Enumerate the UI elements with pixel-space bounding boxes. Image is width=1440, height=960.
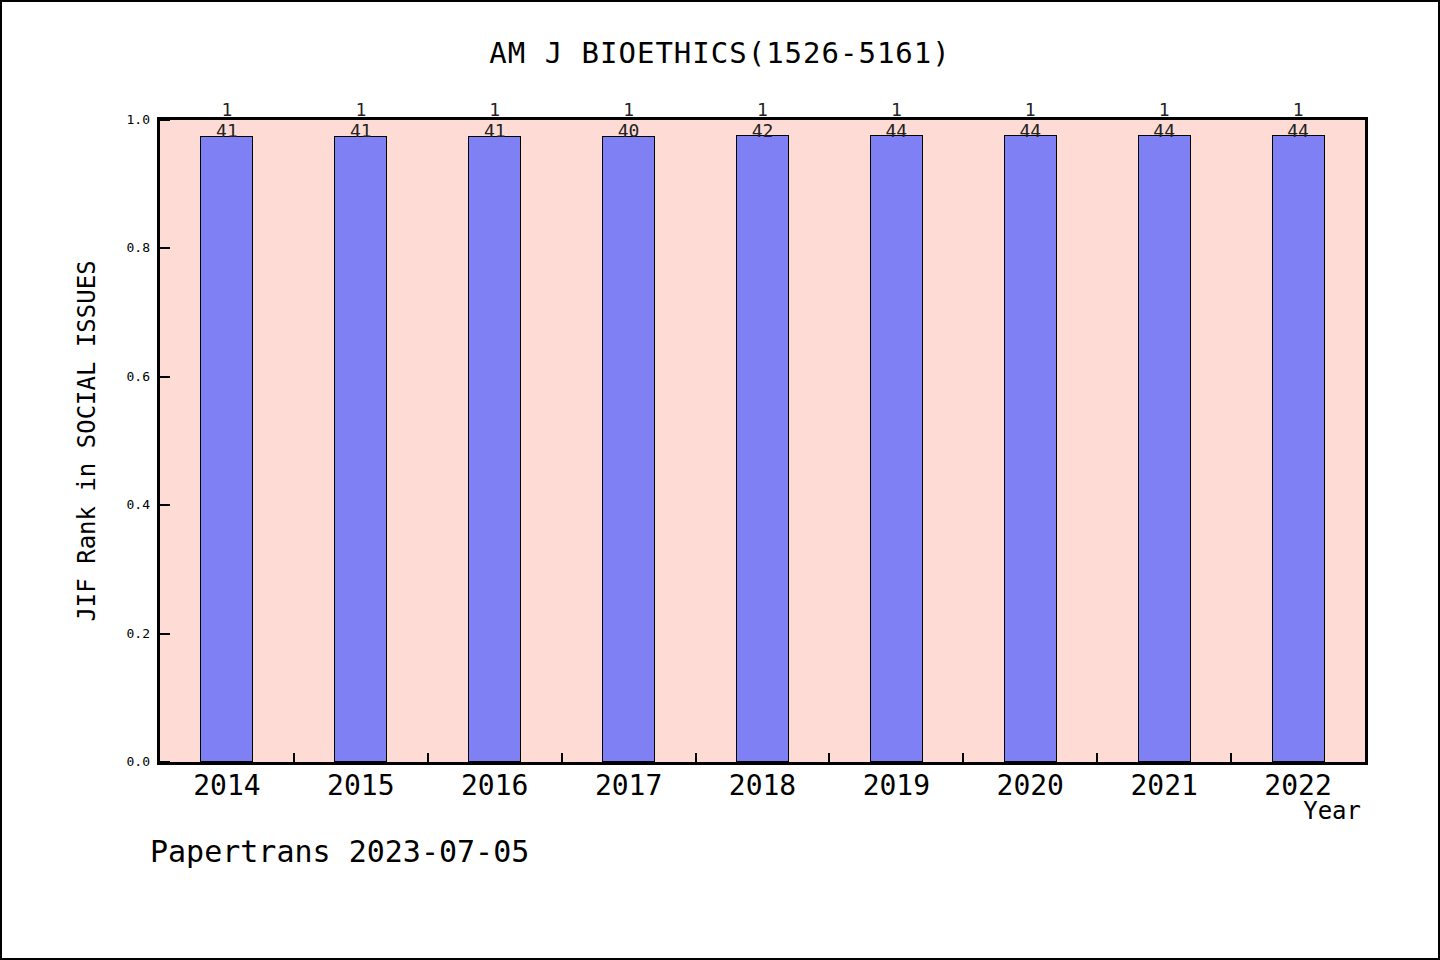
bar-rank-denominator: 41 <box>187 122 267 140</box>
bar-rank-numerator: 1 <box>589 101 669 119</box>
y-tick-label: 0.0 <box>102 754 150 770</box>
y-tick-mark <box>160 504 170 506</box>
x-tick-label-2021: 2021 <box>1097 770 1231 802</box>
bar-2020 <box>1004 135 1057 762</box>
x-tick-label-2017: 2017 <box>562 770 696 802</box>
x-minor-tick <box>293 753 295 762</box>
y-tick-label: 0.2 <box>102 626 150 642</box>
bar-2016 <box>468 136 521 762</box>
y-axis-label: JIF Rank in SOCIAL ISSUES <box>57 117 117 765</box>
bar-rank-numerator: 1 <box>990 101 1070 119</box>
bar-rank-denominator: 44 <box>990 122 1070 140</box>
y-tick-mark <box>160 119 170 121</box>
x-tick-label-2016: 2016 <box>428 770 562 802</box>
bar-rank-numerator: 1 <box>1124 101 1204 119</box>
bar-2022 <box>1272 135 1325 762</box>
bar-rank-numerator: 1 <box>723 101 803 119</box>
y-tick-label: 1.0 <box>102 112 150 128</box>
bar-2021 <box>1138 135 1191 762</box>
chart-canvas: AM J BIOETHICS(1526-5161) JIF Rank in SO… <box>0 0 1440 960</box>
x-minor-tick <box>1230 753 1232 762</box>
bar-rank-denominator: 44 <box>1258 122 1338 140</box>
bar-rank-denominator: 44 <box>856 122 936 140</box>
bar-rank-denominator: 42 <box>723 122 803 140</box>
bar-2018 <box>736 135 789 762</box>
x-axis-label: Year <box>1303 797 1361 825</box>
x-tick-label-2014: 2014 <box>160 770 294 802</box>
bar-rank-denominator: 40 <box>589 122 669 140</box>
x-tick-label-2020: 2020 <box>963 770 1097 802</box>
bar-2015 <box>334 136 387 762</box>
y-tick-mark <box>160 761 170 763</box>
bar-rank-numerator: 1 <box>455 101 535 119</box>
x-minor-tick <box>962 753 964 762</box>
y-tick-mark <box>160 633 170 635</box>
bar-2019 <box>870 135 923 762</box>
bar-rank-numerator: 1 <box>187 101 267 119</box>
x-minor-tick <box>1096 753 1098 762</box>
bar-2017 <box>602 136 655 762</box>
x-tick-label-2018: 2018 <box>696 770 830 802</box>
y-tick-label: 0.6 <box>102 369 150 385</box>
bar-rank-denominator: 41 <box>321 122 401 140</box>
bar-rank-numerator: 1 <box>321 101 401 119</box>
y-tick-mark <box>160 376 170 378</box>
watermark-text: Papertrans 2023-07-05 <box>150 834 529 869</box>
bar-2014 <box>200 136 253 762</box>
chart-title: AM J BIOETHICS(1526-5161) <box>2 36 1438 70</box>
x-minor-tick <box>828 753 830 762</box>
bar-rank-numerator: 1 <box>856 101 936 119</box>
x-tick-label-2015: 2015 <box>294 770 428 802</box>
plot-area: 1412014141201514120161402017142201814420… <box>160 120 1365 762</box>
bar-rank-numerator: 1 <box>1258 101 1338 119</box>
x-minor-tick <box>561 753 563 762</box>
bar-rank-denominator: 41 <box>455 122 535 140</box>
y-axis-label-text: JIF Rank in SOCIAL ISSUES <box>73 260 101 621</box>
y-tick-label: 0.4 <box>102 497 150 513</box>
x-minor-tick <box>695 753 697 762</box>
x-tick-label-2019: 2019 <box>829 770 963 802</box>
x-minor-tick <box>427 753 429 762</box>
y-tick-mark <box>160 247 170 249</box>
y-tick-label: 0.8 <box>102 240 150 256</box>
bar-rank-denominator: 44 <box>1124 122 1204 140</box>
